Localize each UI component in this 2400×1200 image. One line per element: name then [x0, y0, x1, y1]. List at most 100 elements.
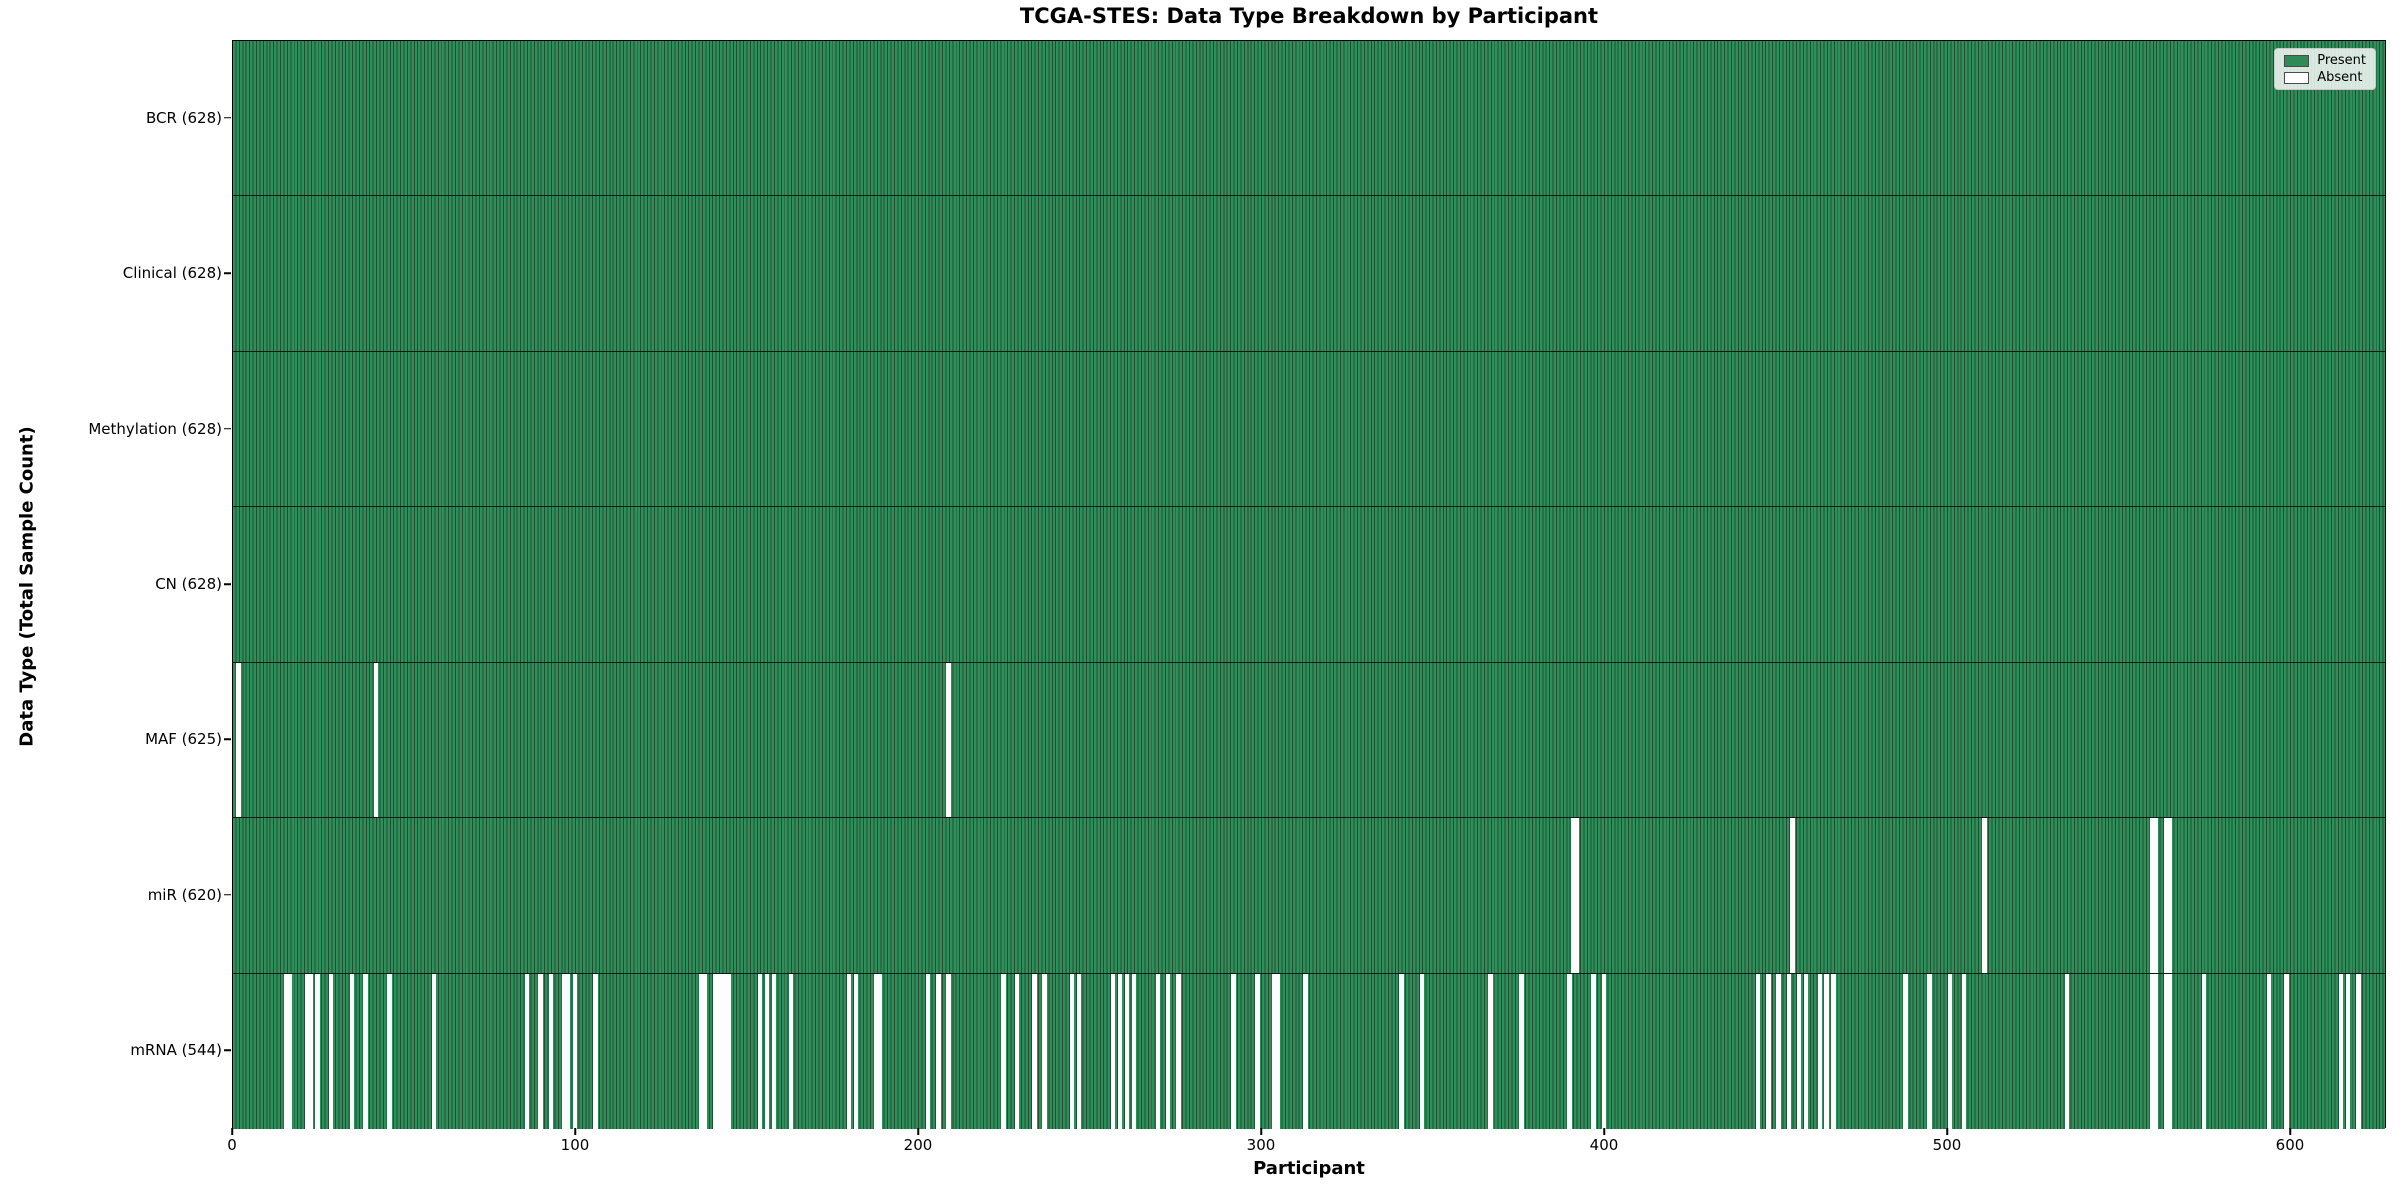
y-tick-mark	[224, 1049, 231, 1052]
absent-mark	[1032, 973, 1037, 1129]
absent-mark	[2153, 973, 2159, 1129]
row-methylation	[233, 351, 2385, 508]
absent-mark	[1255, 973, 1260, 1129]
absent-mark	[1961, 973, 1967, 1129]
absent-mark	[1155, 973, 1161, 1129]
absent-mark	[2356, 973, 2361, 1129]
absent-mark	[946, 973, 951, 1129]
absent-mark	[2167, 818, 2172, 973]
absent-mark	[2153, 818, 2159, 973]
x-tick-mark	[917, 1128, 919, 1135]
absent-mark	[1570, 818, 1576, 973]
chart-title: TCGA-STES: Data Type Breakdown by Partic…	[1019, 4, 1599, 28]
absent-mark	[363, 973, 368, 1129]
absent-mark	[1519, 973, 1524, 1129]
absent-mark	[1231, 973, 1236, 1129]
absent-mark	[1176, 973, 1181, 1129]
absent-mark	[2150, 973, 2155, 1129]
x-tick-label: 100	[560, 1136, 590, 1154]
absent-mark	[524, 973, 529, 1129]
absent-mark	[1303, 973, 1308, 1129]
absent-mark	[764, 973, 770, 1129]
x-tick-label: 400	[1589, 1136, 1619, 1154]
absent-mark	[846, 973, 852, 1129]
y-tick-label: BCR (628)	[145, 108, 222, 127]
absent-mark	[1117, 973, 1123, 1129]
absent-mark	[1982, 818, 1987, 973]
y-tick-mark	[224, 116, 231, 119]
absent-mark	[936, 973, 941, 1129]
y-tick-mark	[224, 894, 231, 896]
absent-mark	[699, 973, 704, 1129]
x-tick-label: 0	[227, 1136, 237, 1154]
absent-mark	[1069, 973, 1075, 1129]
absent-mark	[562, 973, 567, 1129]
absent-mark	[1015, 973, 1020, 1129]
row-maf	[233, 662, 2385, 819]
absent-mark	[1001, 973, 1006, 1129]
y-tick-mark	[224, 427, 231, 430]
absent-mark	[788, 973, 794, 1129]
legend-label: Present	[2317, 53, 2366, 68]
absent-mark	[538, 973, 543, 1129]
x-tick-label: 200	[903, 1136, 933, 1154]
y-tick-mark	[224, 583, 231, 585]
y-tick-label: mRNA (544)	[130, 1041, 222, 1060]
absent-mark	[2064, 973, 2069, 1129]
absent-mark	[1817, 973, 1823, 1129]
x-axis-label: Participant	[1253, 1158, 1365, 1179]
absent-mark	[284, 973, 289, 1129]
legend: Present Absent	[2274, 48, 2376, 90]
absent-mark	[305, 973, 310, 1129]
absent-mark	[329, 973, 334, 1129]
absent-mark	[1797, 973, 1802, 1129]
x-tick-mark	[1946, 1128, 1948, 1135]
absent-mark	[1947, 973, 1953, 1129]
x-tick-label: 300	[1246, 1136, 1276, 1154]
absent-mark	[1824, 973, 1829, 1129]
legend-entry: Absent	[2284, 71, 2366, 84]
absent-mark	[1399, 973, 1404, 1129]
absent-mark	[1776, 973, 1781, 1129]
legend-entry: Present	[2284, 54, 2366, 67]
absent-mark	[2284, 973, 2289, 1129]
absent-mark	[1591, 973, 1596, 1129]
row-cn	[233, 507, 2385, 663]
absent-mark	[1927, 973, 1932, 1129]
absent-mark	[716, 973, 722, 1129]
y-tick-mark	[224, 738, 231, 741]
absent-mark	[2345, 973, 2351, 1129]
absent-mark	[1419, 973, 1425, 1129]
absent-mark	[373, 662, 379, 818]
y-tick-mark	[224, 272, 231, 274]
absent-mark	[2164, 973, 2169, 1129]
x-tick-mark	[1603, 1128, 1605, 1135]
absent-mark	[1272, 973, 1277, 1129]
absent-mark	[387, 973, 392, 1129]
absent-mark	[757, 973, 763, 1129]
absent-mark	[565, 973, 571, 1129]
y-axis-label: Data Type (Total Sample Count)	[16, 426, 38, 747]
legend-swatch-icon	[2284, 71, 2310, 84]
y-tick-label: MAF (625)	[145, 730, 222, 749]
absent-mark	[593, 973, 598, 1129]
absent-mark	[1786, 973, 1792, 1129]
plot-area: Present Absent	[232, 40, 2386, 1129]
absent-mark	[713, 973, 718, 1129]
absent-mark	[1755, 973, 1761, 1129]
absent-mark	[877, 973, 883, 1129]
absent-mark	[946, 662, 951, 818]
absent-mark	[771, 973, 776, 1129]
absent-mark	[1111, 973, 1116, 1129]
row-mir	[233, 818, 2385, 974]
absent-mark	[349, 973, 355, 1129]
absent-mark	[1124, 973, 1130, 1129]
absent-mark	[2167, 973, 2172, 1129]
x-tick-label: 500	[1932, 1136, 1962, 1154]
absent-mark	[2266, 973, 2272, 1129]
absent-mark	[1488, 973, 1493, 1129]
absent-mark	[236, 662, 241, 818]
absent-mark	[1567, 973, 1572, 1129]
absent-mark	[1275, 973, 1281, 1129]
row-mrna	[233, 973, 2385, 1129]
